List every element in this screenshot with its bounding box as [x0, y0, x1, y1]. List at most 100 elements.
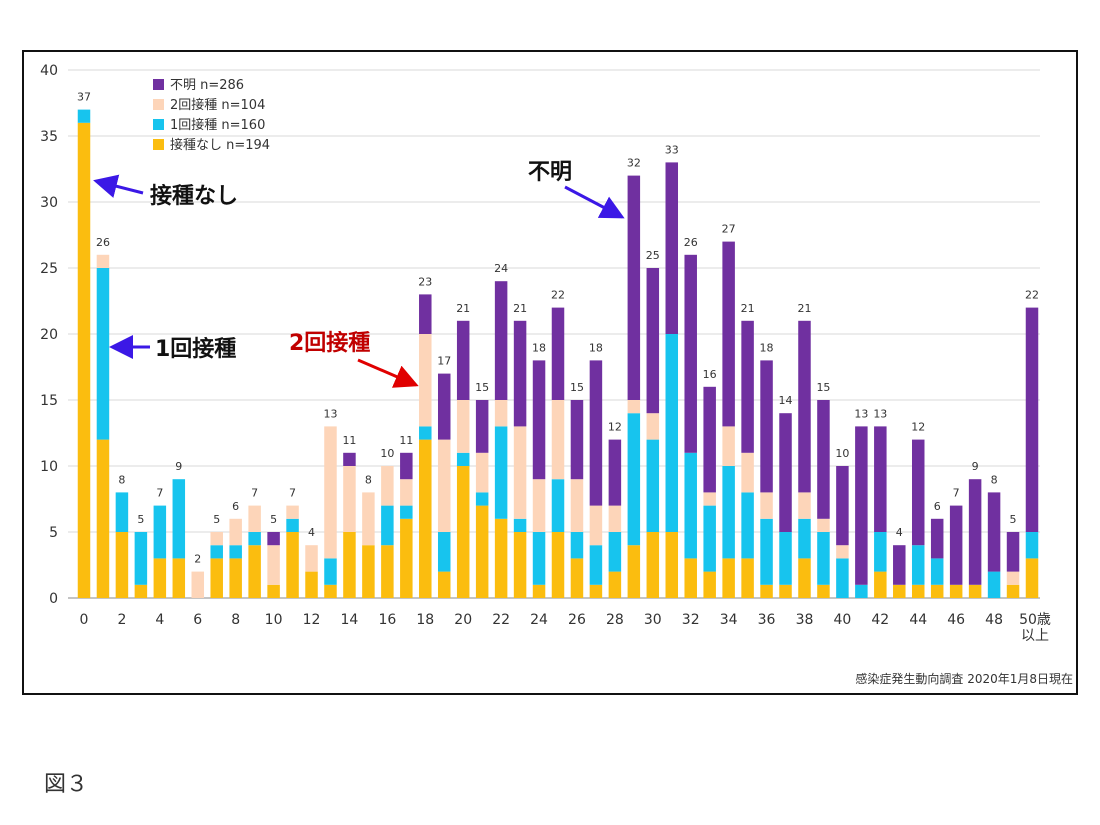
bar-segment — [475, 452, 489, 493]
bar-segment — [760, 360, 773, 493]
bar-segment — [267, 584, 280, 598]
x-tick-label: 24 — [530, 612, 548, 628]
bar-segment — [798, 558, 811, 598]
bar-segment — [855, 584, 868, 598]
total-label: 27 — [722, 223, 736, 236]
bar-segment — [760, 492, 773, 519]
bar-segment — [589, 584, 603, 598]
bar-segment — [343, 532, 356, 598]
annotation-none: 接種なし — [150, 184, 238, 209]
bar-segment — [911, 545, 925, 585]
bar-segment — [248, 545, 261, 598]
bars — [77, 109, 1039, 599]
bar-segment — [400, 505, 413, 519]
total-label: 14 — [779, 394, 793, 407]
bar-segment — [456, 452, 470, 466]
bar-segment — [627, 175, 641, 400]
x-tick-label: 10 — [265, 612, 283, 628]
bar-segment — [817, 584, 830, 598]
bar-segment — [134, 532, 148, 585]
total-label: 26 — [96, 236, 110, 249]
bar-segment — [760, 584, 773, 598]
bar-segment — [115, 492, 129, 532]
total-label: 22 — [1025, 289, 1039, 302]
bar-segment — [874, 426, 887, 532]
bar-segment — [400, 518, 413, 598]
bar-segment — [987, 571, 1001, 598]
total-label: 13 — [323, 407, 337, 420]
bar-segment — [343, 466, 356, 532]
bar-segment — [229, 545, 242, 559]
bar-segment — [229, 518, 242, 546]
bar-segment — [703, 505, 716, 572]
x-tick-label: 16 — [378, 612, 396, 628]
chart-frame — [22, 50, 1078, 695]
bar-segment — [855, 426, 868, 585]
bar-segment — [987, 492, 1001, 572]
total-label: 21 — [513, 302, 527, 315]
bar-segment — [1006, 584, 1020, 598]
bar-segment — [513, 320, 527, 427]
bar-segment — [1025, 532, 1039, 559]
total-label: 7 — [251, 487, 258, 500]
bar-segment — [475, 492, 489, 506]
total-label: 4 — [896, 526, 903, 539]
total-label: 15 — [570, 381, 584, 394]
bar-segment — [608, 532, 622, 572]
bar-segment — [437, 373, 451, 440]
total-label: 5 — [1010, 513, 1017, 526]
y-tick-label: 20 — [40, 327, 58, 343]
y-tick-label: 10 — [40, 459, 58, 475]
total-label: 12 — [911, 421, 925, 434]
bar-segment — [494, 518, 508, 598]
total-label: 8 — [991, 473, 998, 486]
x-tick-label: 46 — [947, 612, 965, 628]
annotation-arrow-none — [93, 174, 144, 198]
x-tick-label: 34 — [720, 612, 738, 628]
bar-segment — [722, 426, 735, 466]
total-label: 18 — [532, 341, 546, 354]
bar-segment — [77, 122, 91, 599]
bar-segment — [798, 320, 811, 493]
bar-segment — [456, 400, 470, 453]
bar-segment — [437, 571, 451, 598]
total-label: 23 — [418, 275, 432, 288]
x-axis: 0 2 4 6 8 10 12 14 16 18 20 22 24 26 28 30 32 34 36 38 40 42 4… — [80, 612, 1051, 644]
legend-label: 1回接種 n=160 — [170, 117, 265, 133]
bar-segment — [286, 532, 299, 598]
bar-segment — [494, 400, 508, 427]
legend-label: 不明 n=286 — [170, 78, 244, 93]
bar-segment — [874, 571, 887, 598]
bar-segment — [570, 532, 584, 559]
bar-segment — [551, 479, 565, 532]
bar-segment — [324, 584, 337, 598]
bar-segment — [210, 532, 223, 546]
bar-segment — [798, 492, 811, 519]
bar-segment — [400, 452, 413, 480]
bar-segment — [229, 558, 242, 598]
bar-segment — [1006, 532, 1020, 572]
total-label: 8 — [118, 473, 125, 486]
y-axis: 0 5 10 15 20 25 30 35 40 — [40, 63, 58, 607]
bar-segment — [134, 584, 148, 598]
bar-segment — [1025, 307, 1039, 532]
bar-segment — [475, 400, 489, 453]
bar-segment — [532, 360, 546, 480]
bar-segment — [589, 360, 603, 506]
bar-segment — [551, 400, 565, 480]
total-label: 15 — [475, 381, 489, 394]
bar-segment — [381, 545, 394, 598]
bar-segment — [267, 532, 280, 546]
legend-label: 2回接種 n=104 — [170, 97, 265, 113]
total-label: 11 — [399, 434, 413, 447]
total-label: 5 — [213, 513, 220, 526]
bar-segment — [817, 532, 830, 585]
annotation-two: 2回接種 — [289, 331, 370, 356]
total-label: 10 — [835, 447, 849, 460]
bar-segment — [381, 505, 394, 546]
bar-segment — [703, 492, 716, 506]
legend-swatch — [153, 139, 164, 150]
bar-segment — [305, 545, 318, 572]
bar-segment — [836, 466, 849, 546]
bar-segment — [456, 466, 470, 598]
